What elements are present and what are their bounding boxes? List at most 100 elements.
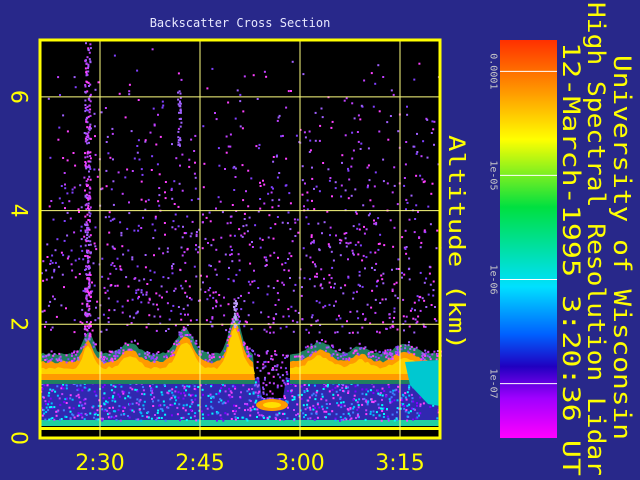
backscatter-pixel	[155, 143, 158, 146]
backscatter-pixel	[414, 309, 416, 312]
backscatter-pixel	[423, 299, 426, 302]
backscatter-pixel	[42, 396, 45, 399]
backscatter-pixel	[352, 352, 355, 355]
backscatter-pixel	[210, 244, 213, 247]
backscatter-pixel	[370, 355, 373, 358]
backscatter-pixel	[153, 123, 156, 126]
backscatter-pixel	[175, 157, 178, 160]
backscatter-pixel	[411, 407, 413, 410]
backscatter-pixel	[420, 358, 423, 361]
backscatter-pixel	[103, 403, 106, 406]
backscatter-pixel	[315, 412, 318, 415]
backscatter-pixel	[174, 287, 177, 290]
backscatter-pixel	[110, 350, 112, 353]
backscatter-pixel	[97, 404, 100, 407]
backscatter-pixel	[396, 407, 399, 410]
backscatter-pixel	[263, 378, 266, 381]
backscatter-pixel	[179, 164, 181, 167]
backscatter-pixel	[268, 381, 271, 384]
backscatter-pixel	[423, 353, 426, 356]
backscatter-pixel	[201, 350, 204, 353]
backscatter-pixel	[351, 131, 354, 134]
backscatter-pixel	[190, 138, 193, 141]
backscatter-pixel	[415, 204, 418, 207]
backscatter-pixel	[212, 296, 215, 299]
backscatter-pixel	[152, 400, 154, 403]
backscatter-pixel	[369, 389, 372, 392]
backscatter-pixel	[308, 396, 311, 399]
backscatter-pixel	[197, 386, 200, 388]
backscatter-pixel	[89, 240, 92, 243]
backscatter-pixel	[250, 328, 253, 331]
backscatter-pixel	[239, 100, 242, 103]
backscatter-pixel	[389, 352, 392, 355]
backscatter-pixel	[291, 240, 294, 243]
backscatter-pixel	[164, 181, 167, 183]
backscatter-pixel	[186, 304, 189, 307]
backscatter-pixel	[356, 131, 359, 133]
backscatter-pixel	[215, 248, 218, 251]
backscatter-pixel	[109, 219, 112, 222]
backscatter-pixel	[66, 159, 69, 162]
backscatter-pixel	[385, 356, 388, 359]
backscatter-pixel	[405, 208, 407, 211]
backscatter-pixel	[85, 221, 88, 224]
backscatter-pixel	[297, 312, 300, 314]
backscatter-pixel	[235, 324, 238, 326]
backscatter-pixel	[69, 397, 72, 400]
backscatter-pixel	[425, 306, 428, 308]
backscatter-pixel	[227, 101, 230, 104]
backscatter-pixel	[160, 285, 163, 288]
backscatter-pixel	[151, 48, 154, 51]
backscatter-pixel	[146, 283, 149, 285]
backscatter-pixel	[138, 400, 141, 403]
backscatter-pixel	[260, 414, 263, 417]
backscatter-pixel	[246, 345, 249, 348]
backscatter-pixel	[149, 385, 151, 388]
backscatter-pixel	[387, 138, 390, 141]
backscatter-pixel	[171, 404, 174, 407]
backscatter-pixel	[256, 408, 259, 411]
backscatter-pixel	[167, 392, 170, 395]
backscatter-pixel	[165, 356, 168, 359]
backscatter-pixel	[419, 174, 422, 177]
backscatter-pixel	[306, 345, 309, 348]
backscatter-pixel	[363, 79, 366, 82]
backscatter-pixel	[338, 383, 340, 386]
backscatter-pixel	[301, 193, 304, 196]
backscatter-pixel	[147, 411, 150, 413]
backscatter-pixel	[223, 349, 226, 352]
backscatter-pixel	[422, 140, 425, 143]
backscatter-pixel	[162, 276, 165, 279]
backscatter-pixel	[188, 297, 191, 299]
backscatter-pixel	[107, 413, 109, 416]
backscatter-pixel	[73, 76, 76, 79]
backscatter-pixel	[424, 349, 427, 352]
backscatter-pixel	[291, 319, 294, 322]
backscatter-pixel	[137, 295, 140, 298]
backscatter-pixel	[318, 190, 321, 193]
backscatter-pixel	[237, 297, 240, 299]
backscatter-pixel	[152, 353, 155, 356]
backscatter-pixel	[272, 382, 275, 385]
backscatter-pixel	[194, 394, 197, 397]
backscatter-pixel	[187, 334, 190, 337]
backscatter-pixel	[389, 390, 392, 393]
backscatter-pixel	[202, 393, 204, 396]
backscatter-pixel	[181, 384, 184, 387]
backscatter-pixel	[344, 237, 347, 240]
backscatter-pixel	[339, 389, 342, 391]
backscatter-pixel	[211, 317, 214, 320]
backscatter-pixel	[282, 315, 285, 318]
backscatter-pixel	[130, 340, 133, 343]
backscatter-pixel	[60, 359, 63, 362]
backscatter-pixel	[159, 404, 162, 407]
backscatter-pixel	[182, 326, 185, 329]
backscatter-pixel	[86, 226, 89, 229]
backscatter-pixel	[136, 310, 139, 313]
backscatter-pixel	[80, 206, 83, 209]
backscatter-pixel	[72, 407, 75, 410]
backscatter-pixel	[85, 162, 87, 165]
backscatter-pixel	[364, 346, 367, 349]
backscatter-pixel	[400, 348, 403, 351]
